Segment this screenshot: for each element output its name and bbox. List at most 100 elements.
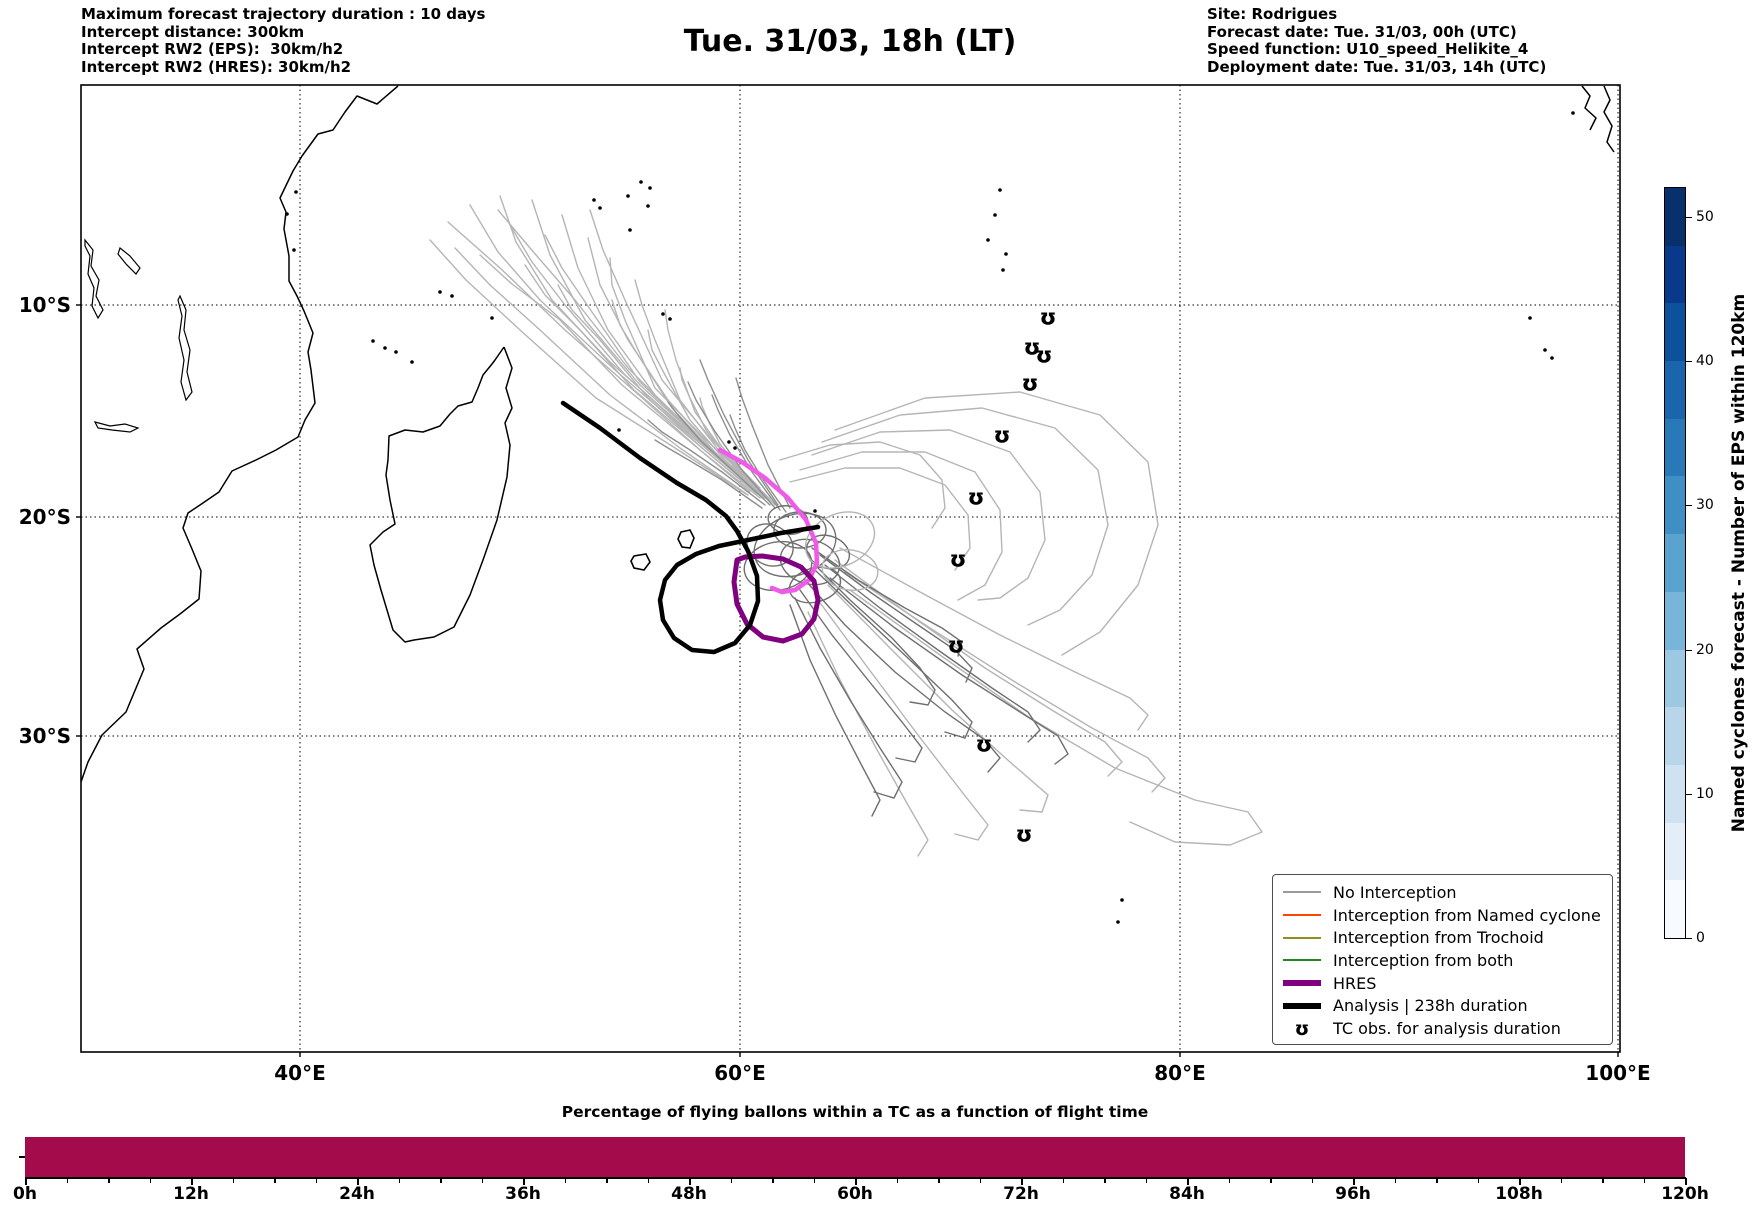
x-axis-label: 60°E bbox=[714, 1061, 766, 1085]
legend-line-sample bbox=[1283, 980, 1321, 987]
colorbar-tick-label: 10 bbox=[1696, 785, 1714, 802]
eps-trajectory-dark bbox=[829, 577, 1069, 765]
eps-trajectory-light bbox=[821, 407, 1109, 626]
legend-item: Interception from Named cyclone bbox=[1283, 904, 1604, 926]
island-dot bbox=[383, 346, 387, 350]
island-dot bbox=[661, 312, 665, 316]
island-dot bbox=[1571, 111, 1575, 115]
bottom-minor-tick bbox=[1228, 1178, 1230, 1183]
bottom-minor-tick bbox=[108, 1178, 110, 1183]
eps-trajectory-light bbox=[609, 257, 761, 491]
bottom-minor-tick bbox=[564, 1178, 566, 1183]
colorbar-segment bbox=[1665, 649, 1685, 708]
tc-obs-symbol: ʊ bbox=[1024, 336, 1041, 361]
bottom-minor-tick bbox=[1145, 1178, 1147, 1183]
param-line: Intercept RW2 (HRES): 30km/h2 bbox=[81, 57, 352, 76]
colorbar-tick bbox=[1686, 505, 1692, 507]
island-dot bbox=[639, 180, 643, 184]
tc-obs-symbol: ʊ bbox=[1040, 306, 1057, 331]
eps-trajectory-light bbox=[429, 239, 747, 495]
eps-trajectory-light bbox=[849, 589, 1263, 846]
map-legend: No Interception Interception from Named c… bbox=[1272, 874, 1613, 1045]
bottom-minor-tick bbox=[1062, 1178, 1064, 1183]
island-dot bbox=[1120, 898, 1124, 902]
bottom-major-tick bbox=[1187, 1178, 1189, 1185]
legend-item-label: Interception from both bbox=[1333, 950, 1514, 970]
bottom-major-tick bbox=[357, 1178, 359, 1185]
bottom-tick-label: 60h bbox=[837, 1184, 873, 1204]
eps-trajectory-medium bbox=[711, 394, 781, 511]
bottom-tick-label: 24h bbox=[339, 1184, 375, 1204]
bottom-minor-tick bbox=[1104, 1178, 1106, 1183]
island-dot bbox=[813, 509, 817, 513]
eps-trajectory-light bbox=[647, 329, 769, 501]
eps-trajectory-loop bbox=[821, 549, 879, 591]
island-dot bbox=[993, 213, 997, 217]
figure-title: Tue. 31/03, 18h (LT) bbox=[683, 24, 1017, 59]
island-dot bbox=[1001, 268, 1005, 272]
param-line: Intercept RW2 (EPS): 30km/h2 bbox=[81, 40, 344, 58]
tc-obs-symbol: ʊ bbox=[1036, 344, 1053, 369]
bottom-minor-tick bbox=[232, 1178, 234, 1183]
bottom-minor-tick bbox=[481, 1178, 483, 1183]
island-dot bbox=[1004, 252, 1008, 256]
x-axis-label: 100°E bbox=[1585, 1061, 1650, 1085]
legend-item-label: TC obs. for analysis duration bbox=[1333, 1019, 1561, 1039]
bottom-minor-tick bbox=[1477, 1178, 1479, 1183]
legend-line-sample bbox=[1283, 891, 1321, 894]
island-dot bbox=[292, 248, 296, 252]
bottom-chart-title: Percentage of flying ballons within a TC… bbox=[561, 1103, 1149, 1121]
legend-item-label: Interception from Named cyclone bbox=[1333, 905, 1601, 925]
lake-outline bbox=[177, 294, 193, 402]
legend-line-swatch bbox=[1283, 891, 1321, 894]
bottom-minor-tick bbox=[1436, 1178, 1438, 1183]
param-line: Speed function: U10_speed_Helikite_4 bbox=[1207, 40, 1529, 58]
eps-trajectory-light bbox=[679, 367, 773, 503]
bottom-minor-tick bbox=[1311, 1178, 1313, 1183]
lake-outline bbox=[84, 238, 104, 320]
magenta-track bbox=[717, 447, 820, 595]
colorbar-segment bbox=[1665, 707, 1685, 765]
island-dot bbox=[1550, 356, 1554, 360]
eps-trajectory-dark bbox=[794, 597, 903, 799]
bottom-major-tick bbox=[1353, 1178, 1355, 1185]
bottom-major-tick bbox=[523, 1178, 525, 1185]
param-line: Deployment date: Tue. 31/03, 14h (UTC) bbox=[1207, 57, 1547, 76]
map-border bbox=[80, 84, 1621, 1053]
bottom-major-tick bbox=[1021, 1178, 1023, 1185]
island-dot bbox=[598, 206, 602, 210]
bottom-tick-label: 108h bbox=[1495, 1184, 1543, 1204]
island-dot bbox=[1528, 316, 1532, 320]
island-dot bbox=[628, 228, 632, 232]
legend-item-label: No Interception bbox=[1333, 882, 1457, 902]
bottom-tick-label: 0h bbox=[13, 1184, 37, 1204]
legend-item: Analysis | 238h duration bbox=[1283, 995, 1604, 1017]
tc-obs-symbol: ʊ bbox=[968, 486, 985, 511]
lake-outline bbox=[117, 246, 141, 275]
island-dot bbox=[1116, 920, 1120, 924]
legend-line-sample bbox=[1283, 914, 1321, 917]
eps-trajectory-dark bbox=[789, 604, 881, 817]
colorbar-segment bbox=[1665, 764, 1685, 823]
colorbar-segment bbox=[1665, 591, 1685, 650]
colorbar-tick-label: 30 bbox=[1696, 497, 1714, 514]
bottom-minor-tick bbox=[813, 1178, 815, 1183]
legend-line-swatch bbox=[1283, 936, 1321, 939]
bottom-minor-tick bbox=[938, 1178, 940, 1183]
eps-trajectory-light bbox=[811, 429, 1046, 601]
legend-line-sample bbox=[1283, 959, 1321, 962]
bottom-minor-tick bbox=[274, 1178, 276, 1183]
colorbar-tick bbox=[1686, 938, 1692, 939]
bottom-major-tick bbox=[25, 1178, 27, 1185]
tc-obs-symbol: ʊ bbox=[994, 424, 1011, 449]
island-dot bbox=[410, 360, 414, 364]
colorbar-tick bbox=[1686, 361, 1692, 363]
colorbar-tick-label: 0 bbox=[1696, 930, 1705, 946]
bottom-tick-label: 12h bbox=[173, 1184, 209, 1204]
colorbar-tick-label: 20 bbox=[1696, 641, 1714, 658]
colorbar-tick bbox=[1686, 216, 1692, 218]
bottom-minor-tick bbox=[66, 1178, 68, 1183]
island-dot bbox=[438, 290, 442, 294]
eps-trajectory-light bbox=[509, 224, 755, 489]
